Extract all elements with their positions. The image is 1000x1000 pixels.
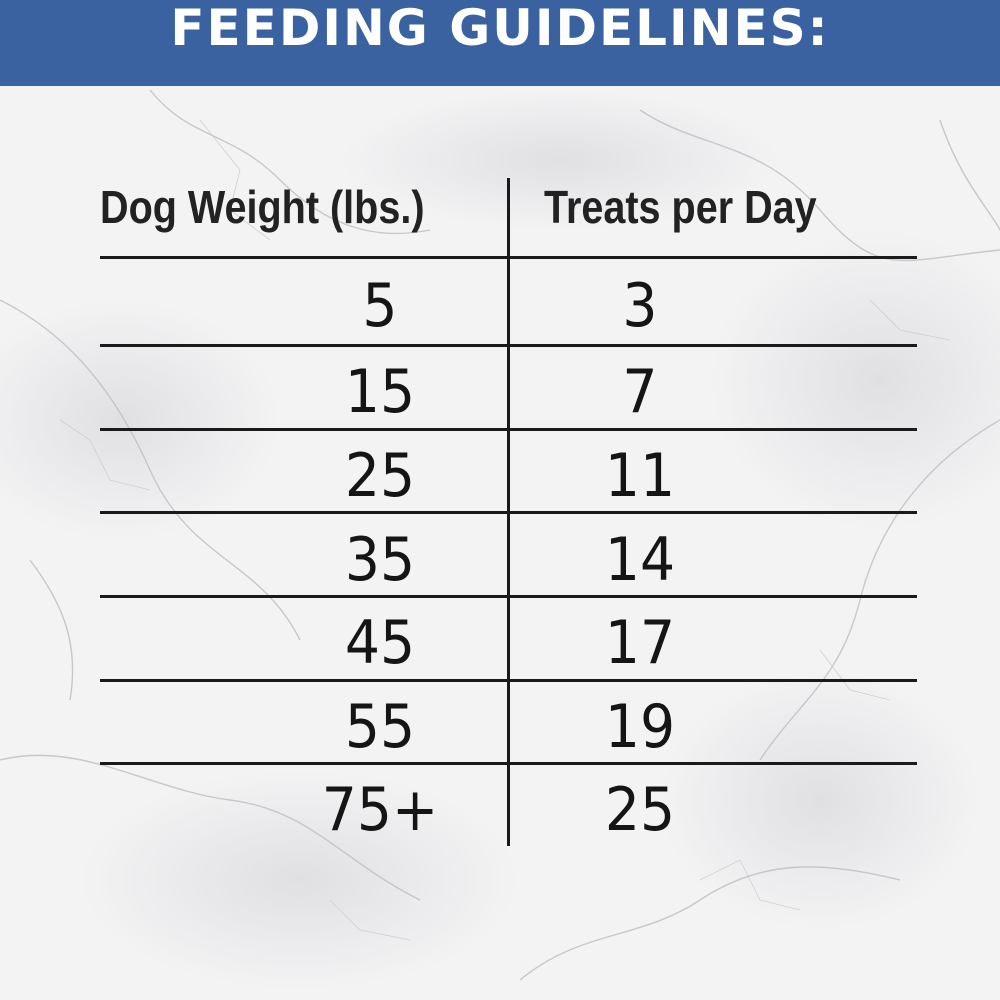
row-divider <box>100 428 917 431</box>
weight-cell: 55 <box>344 692 416 762</box>
weight-cell: 35 <box>344 525 416 595</box>
treats-cell: 7 <box>622 357 658 427</box>
row-divider <box>100 256 917 259</box>
row-divider <box>100 344 917 347</box>
treats-cell: 19 <box>604 692 676 762</box>
treats-cell: 14 <box>604 525 676 595</box>
weight-cell: 75+ <box>321 775 439 845</box>
column-header-dog-weight: Dog Weight (lbs.) <box>100 181 425 233</box>
weight-cell: 15 <box>344 357 416 427</box>
treats-cell: 17 <box>604 608 676 678</box>
weight-cell: 5 <box>362 271 398 341</box>
treats-cell: 25 <box>604 775 676 845</box>
banner-title: FEEDING GUIDELINES: <box>170 0 830 57</box>
treats-cell: 11 <box>604 441 676 511</box>
treats-cell: 3 <box>622 271 658 341</box>
row-divider <box>100 679 917 682</box>
row-divider <box>100 595 917 598</box>
column-header-treats-per-day: Treats per Day <box>544 181 817 233</box>
row-divider <box>100 762 917 765</box>
weight-cell: 25 <box>344 441 416 511</box>
weight-cell: 45 <box>344 608 416 678</box>
row-divider <box>100 511 917 514</box>
title-banner: FEEDING GUIDELINES: <box>0 0 1000 86</box>
